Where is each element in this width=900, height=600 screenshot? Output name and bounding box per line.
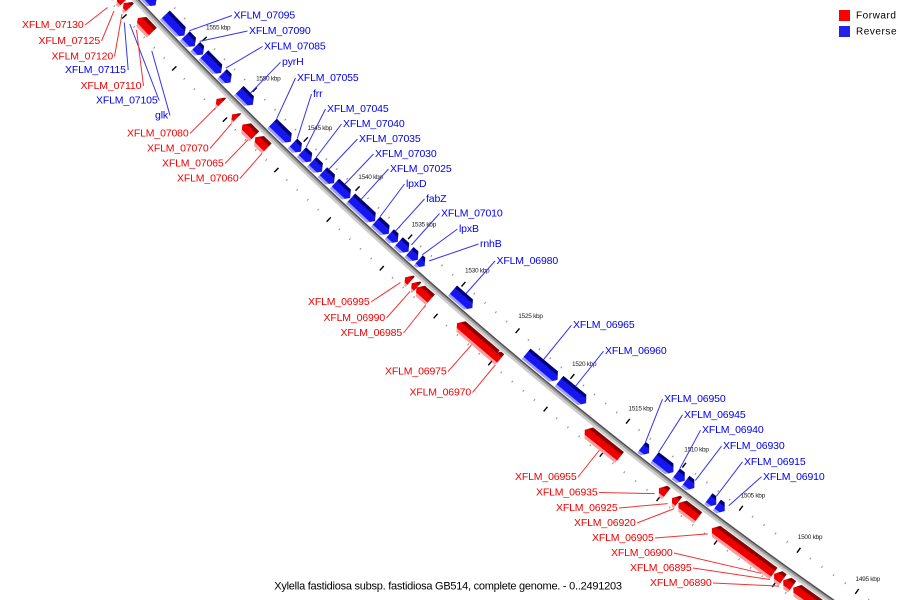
svg-text:1530 kbp: 1530 kbp bbox=[465, 268, 490, 275]
svg-text:XFLM_07085: XFLM_07085 bbox=[264, 41, 326, 53]
svg-text:rnhB: rnhB bbox=[480, 238, 502, 250]
svg-text:Xylella fastidiosa subsp. fast: Xylella fastidiosa subsp. fastidiosa GB5… bbox=[274, 581, 622, 593]
svg-text:fabZ: fabZ bbox=[426, 193, 447, 205]
svg-text:XFLM_07040: XFLM_07040 bbox=[343, 118, 405, 130]
svg-text:frr: frr bbox=[313, 88, 323, 100]
svg-text:Forward: Forward bbox=[856, 11, 897, 22]
svg-text:XFLM_07060: XFLM_07060 bbox=[177, 173, 239, 185]
svg-text:XFLM_07110: XFLM_07110 bbox=[81, 80, 142, 92]
svg-text:XFLM_07030: XFLM_07030 bbox=[375, 148, 437, 160]
svg-text:1550 kbp: 1550 kbp bbox=[256, 76, 281, 83]
svg-text:1535 kbp: 1535 kbp bbox=[412, 221, 437, 228]
svg-text:XFLM_06945: XFLM_06945 bbox=[684, 409, 746, 421]
svg-text:XFLM_07065: XFLM_07065 bbox=[162, 158, 224, 170]
svg-text:XFLM_06920: XFLM_06920 bbox=[574, 517, 636, 529]
svg-text:XFLM_07125: XFLM_07125 bbox=[39, 35, 101, 47]
svg-text:pyrH: pyrH bbox=[282, 56, 304, 68]
svg-text:XFLM_06980: XFLM_06980 bbox=[497, 255, 559, 267]
svg-text:1520 kbp: 1520 kbp bbox=[572, 361, 597, 368]
svg-text:XFLM_06930: XFLM_06930 bbox=[723, 440, 785, 452]
svg-text:XFLM_06995: XFLM_06995 bbox=[308, 296, 370, 308]
svg-text:XFLM_07045: XFLM_07045 bbox=[327, 103, 389, 115]
svg-text:XFLM_06900: XFLM_06900 bbox=[611, 547, 673, 559]
svg-text:XFLM_06955: XFLM_06955 bbox=[515, 471, 577, 483]
svg-text:XFLM_06985: XFLM_06985 bbox=[341, 327, 403, 339]
svg-text:lpxD: lpxD bbox=[406, 178, 427, 190]
svg-text:XFLM_07025: XFLM_07025 bbox=[390, 163, 452, 175]
svg-text:XFLM_07130: XFLM_07130 bbox=[22, 19, 84, 31]
svg-text:XFLM_06905: XFLM_06905 bbox=[592, 532, 654, 544]
svg-text:XFLM_07080: XFLM_07080 bbox=[127, 128, 189, 140]
svg-text:XFLM_06940: XFLM_06940 bbox=[702, 424, 764, 436]
svg-text:XFLM_06990: XFLM_06990 bbox=[324, 312, 386, 324]
svg-text:XFLM_07070: XFLM_07070 bbox=[147, 143, 209, 155]
svg-text:1525 kbp: 1525 kbp bbox=[518, 313, 543, 320]
svg-text:XFLM_07010: XFLM_07010 bbox=[441, 208, 503, 220]
svg-text:1515 kbp: 1515 kbp bbox=[628, 406, 653, 413]
svg-text:XFLM_06935: XFLM_06935 bbox=[536, 487, 598, 499]
svg-text:XFLM_06975: XFLM_06975 bbox=[385, 366, 447, 378]
svg-text:1505 kbp: 1505 kbp bbox=[741, 492, 766, 499]
svg-text:XFLM_07035: XFLM_07035 bbox=[359, 133, 421, 145]
svg-text:Reverse: Reverse bbox=[856, 27, 897, 38]
svg-text:XFLM_07115: XFLM_07115 bbox=[65, 64, 126, 76]
svg-text:glk: glk bbox=[155, 110, 169, 122]
svg-text:XFLM_06925: XFLM_06925 bbox=[556, 502, 618, 514]
svg-text:1540 kbp: 1540 kbp bbox=[358, 174, 383, 181]
svg-text:1495 kbp: 1495 kbp bbox=[856, 576, 881, 583]
svg-text:lpxB: lpxB bbox=[459, 223, 479, 235]
svg-text:1500 kbp: 1500 kbp bbox=[798, 534, 823, 541]
svg-text:XFLM_07120: XFLM_07120 bbox=[52, 51, 114, 63]
svg-text:XFLM_06895: XFLM_06895 bbox=[630, 562, 692, 574]
svg-text:1545 kbp: 1545 kbp bbox=[308, 125, 333, 132]
svg-text:XFLM_06970: XFLM_06970 bbox=[410, 387, 472, 399]
svg-text:XFLM_07105: XFLM_07105 bbox=[96, 95, 158, 107]
svg-text:XFLM_06890: XFLM_06890 bbox=[650, 577, 712, 589]
svg-text:XFLM_07090: XFLM_07090 bbox=[249, 25, 311, 37]
svg-text:XFLM_06950: XFLM_06950 bbox=[664, 393, 726, 405]
svg-text:XFLM_06915: XFLM_06915 bbox=[744, 456, 806, 468]
svg-text:1555 kbp: 1555 kbp bbox=[206, 25, 231, 32]
svg-text:XFLM_07055: XFLM_07055 bbox=[297, 72, 359, 84]
svg-text:XFLM_06965: XFLM_06965 bbox=[573, 319, 635, 331]
svg-text:XFLM_06960: XFLM_06960 bbox=[605, 345, 667, 357]
svg-text:1510 kbp: 1510 kbp bbox=[684, 447, 709, 454]
svg-text:XFLM_06910: XFLM_06910 bbox=[763, 471, 825, 483]
svg-text:XFLM_07095: XFLM_07095 bbox=[234, 10, 296, 22]
